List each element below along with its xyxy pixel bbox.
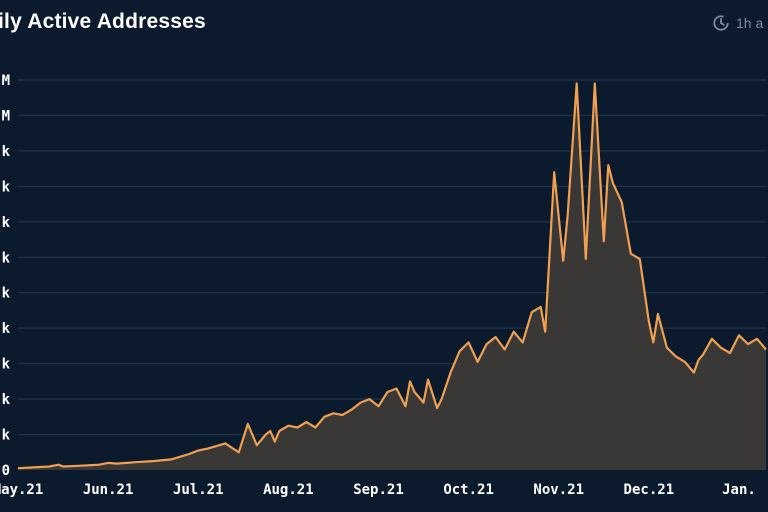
series-line (17, 82, 767, 470)
x-tick-label: Oct.21 (443, 482, 494, 498)
y-tick-label: M (2, 108, 10, 124)
series-area (18, 83, 766, 470)
chart-title: ily Active Addresses (0, 10, 206, 33)
last-updated[interactable]: 1h a (712, 14, 763, 32)
x-tick-label: Aug.21 (263, 482, 314, 498)
y-tick-label: k (2, 321, 11, 337)
series-line-layer (17, 82, 767, 470)
y-tick-label: k (2, 144, 11, 160)
x-axis-ticks: May.21 Jun.21 Jul.21 Aug.21 Sep.21 Oct.21 Nov.… (0, 482, 756, 498)
y-tick-label: k (2, 179, 11, 195)
x-tick-label: Sep.21 (353, 482, 404, 498)
y-tick-label: M (2, 73, 10, 89)
y-tick-label: k (2, 286, 11, 302)
x-tick-label: Jan. (722, 482, 756, 498)
x-tick-label: May.21 (0, 482, 43, 498)
y-tick-label: k (2, 250, 11, 266)
y-axis-ticks: 0 k k k k k k k k k M M (2, 73, 11, 479)
x-tick-label: Jul.21 (173, 482, 224, 498)
last-updated-text: 1h a (736, 15, 764, 31)
y-tick-label: 0 (2, 463, 10, 479)
history-clock-icon (713, 15, 729, 31)
area-fill-layer (18, 83, 766, 470)
y-tick-label: k (2, 392, 11, 408)
y-tick-label: k (2, 357, 11, 373)
x-tick-label: Dec.21 (624, 482, 675, 498)
x-tick-label: Nov.21 (533, 482, 584, 498)
x-tick-label: Jun.21 (83, 482, 134, 498)
y-tick-label: k (2, 215, 11, 231)
y-tick-label: k (2, 428, 11, 444)
gridlines (18, 79, 766, 436)
